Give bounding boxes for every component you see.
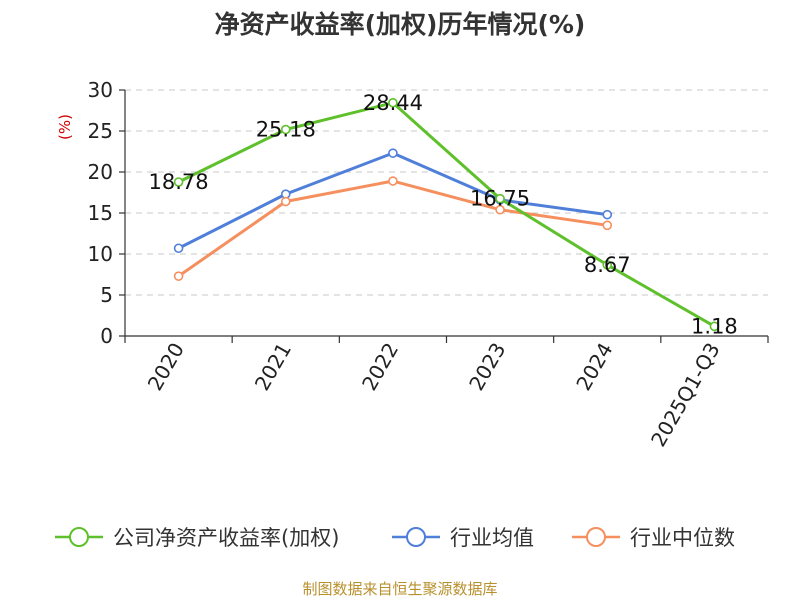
legend-item-2[interactable]: 行业中位数 xyxy=(572,526,735,550)
series-2-point-2023 xyxy=(495,204,505,215)
series-line-0 xyxy=(177,101,716,328)
series-0-point-2023 xyxy=(495,193,505,204)
data-label-2020: 18.78 xyxy=(149,170,209,194)
legend-label: 行业中位数 xyxy=(630,526,735,550)
series-line-1 xyxy=(177,151,608,250)
y-tick-label-15: 15 xyxy=(88,201,113,225)
chart-title: 净资产收益率(加权)历年情况(%) xyxy=(215,10,586,39)
series-2-point-2020 xyxy=(173,271,184,281)
series-2-point-2024 xyxy=(602,220,613,231)
data-label-2021: 25.18 xyxy=(256,118,316,142)
series-0-point-2025Q1-Q3 xyxy=(709,321,720,332)
y-tick-label-0: 0 xyxy=(100,324,113,348)
series-line-2 xyxy=(177,179,608,278)
legend-label: 公司净资产收益率(加权) xyxy=(113,526,339,550)
series-0-point-2022 xyxy=(388,97,398,108)
series-0-point-2021 xyxy=(280,124,291,135)
legend-swatch-marker xyxy=(586,527,606,547)
data-label-2024: 8.67 xyxy=(584,253,631,277)
series-0-point-2024 xyxy=(602,260,613,270)
data-label-2022: 28.44 xyxy=(363,91,423,115)
y-tick-label-25: 25 xyxy=(88,119,113,143)
data-label-2025Q1-Q3: 1.18 xyxy=(691,314,738,338)
legend-label: 行业均值 xyxy=(450,526,534,550)
x-tick-label-2023: 2023 xyxy=(464,339,510,395)
data-label-2023: 16.75 xyxy=(470,187,530,211)
gridlines xyxy=(125,89,768,296)
data-labels: 18.78 25.18 28.44 16.75 8.67 1.18 xyxy=(149,91,738,339)
series-2-point-2022 xyxy=(388,176,398,186)
x-tick-label-2024: 2024 xyxy=(571,339,617,395)
x-tick-label-2022: 2022 xyxy=(357,339,403,395)
y-tick-label-30: 30 xyxy=(88,78,113,102)
source-note: 制图数据来自恒生聚源数据库 xyxy=(302,580,497,598)
series-group xyxy=(173,97,720,332)
legend: 公司净资产收益率(加权) 行业均值 行业中位数 xyxy=(55,526,735,550)
x-tick-label-2025Q1-Q3: 2025Q1-Q3 xyxy=(646,339,725,451)
series-2-point-2021 xyxy=(280,196,291,207)
series-1-point-2024 xyxy=(602,209,613,220)
series-1-point-2022 xyxy=(388,148,398,158)
x-tick-label-2020: 2020 xyxy=(143,339,189,395)
legend-swatch-marker xyxy=(406,527,426,547)
legend-swatch-marker xyxy=(69,527,89,547)
y-tick-label-20: 20 xyxy=(88,160,113,184)
y-tick-label-5: 5 xyxy=(100,283,113,307)
series-1-point-2020 xyxy=(173,243,184,254)
x-tick-label-2021: 2021 xyxy=(250,339,296,395)
y-tick-label-10: 10 xyxy=(88,242,113,266)
legend-item-0[interactable]: 公司净资产收益率(加权) xyxy=(55,526,339,550)
legend-item-1[interactable]: 行业均值 xyxy=(392,526,534,550)
series-0-point-2020 xyxy=(173,177,184,187)
y-axis-label: (%) xyxy=(56,114,74,140)
